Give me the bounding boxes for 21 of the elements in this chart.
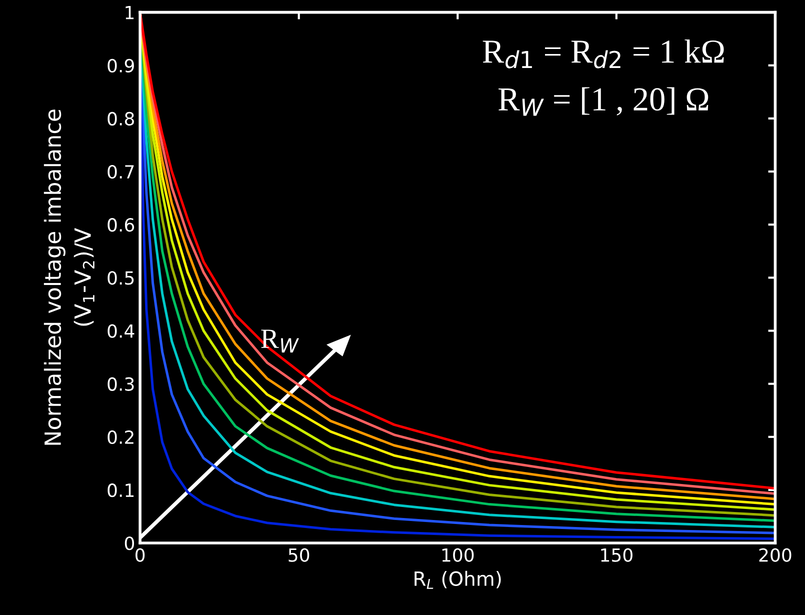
y-tick-label: 0.3 [108,377,134,391]
y-tick-label: 0.6 [108,218,134,232]
y-tick-label: 0.2 [108,430,134,444]
x-tick-label: 150 [601,548,632,562]
y-tick-label: 0.8 [108,112,134,126]
y-tick-label: 0.5 [108,271,134,285]
y-tick-label: 0.7 [108,164,134,179]
x-tick-label: 50 [288,548,310,562]
y-axis-title: Normalized voltage imbalance (V$_{1}$-V$_{2}$)/V [44,110,94,445]
annotation: R$_{W}$ = [1 , 20] Ω [498,87,708,116]
x-tick-label: 200 [759,548,792,562]
x-axis-title: R$_{L}$ (Ohm) [414,570,501,589]
y-tick-label: 0.9 [108,58,134,72]
y-tick-label: 1 [126,6,134,20]
y-tick-label: 0.1 [108,483,134,498]
x-tick-label: 0 [136,548,145,562]
annotation: R$_{W}$ [261,330,299,352]
y-tick-label: 0 [124,536,134,550]
y-tick-label: 0.4 [108,324,134,338]
annotation: R$_{d1}$ = R$_{d2}$ = 1 kΩ [482,39,724,68]
x-tick-label: 100 [442,548,474,562]
